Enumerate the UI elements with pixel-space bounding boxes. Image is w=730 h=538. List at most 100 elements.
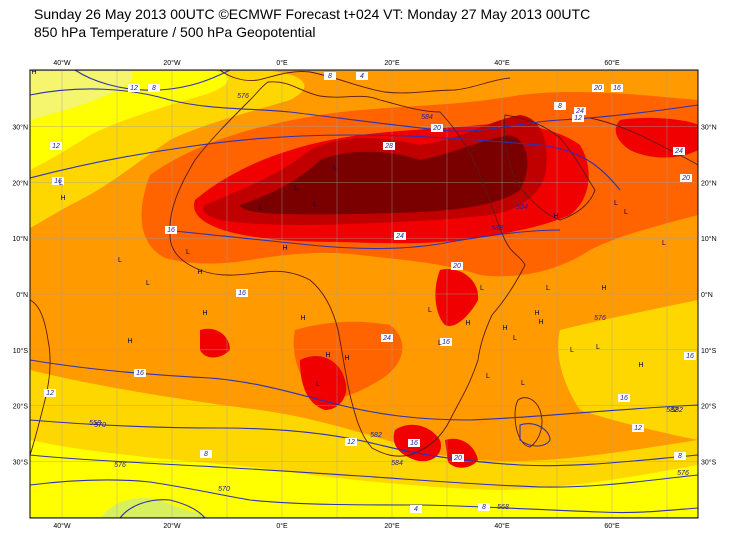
- geopotential-contour-labels: 5765845825845885825845765705685765705585…: [89, 93, 689, 511]
- geopotential-label: 584: [421, 114, 433, 121]
- temp-label-bg: [324, 72, 336, 80]
- temp-label-bg: [394, 232, 406, 240]
- geopotential-label: 588: [491, 225, 503, 232]
- lat-tick-label: 10°N: [701, 235, 717, 243]
- temp-label-bg: [674, 452, 686, 460]
- lon-tick-label: 40°E: [494, 59, 510, 67]
- temp-contour-label: 20: [681, 175, 690, 182]
- temp-label-bg: [632, 424, 644, 432]
- geopotential-contours: [30, 70, 698, 518]
- temp-label-bg: [478, 503, 490, 511]
- lat-tick-label: 20°N: [701, 179, 717, 187]
- latitude-ticks-left: 30°N 20°N 10°N 0°N 10°S 20°S 30°S: [12, 124, 28, 467]
- lat-tick-label: 30°N: [12, 124, 28, 132]
- madagascar-coastline: [514, 397, 543, 448]
- temp-label-bg: [408, 439, 420, 447]
- low-pressure-mark: L: [570, 347, 574, 354]
- temp-contour-label: 28: [384, 143, 393, 150]
- high-pressure-mark: H: [300, 315, 305, 322]
- geo-contour: [119, 499, 206, 518]
- temp-label-bg: [356, 72, 368, 80]
- temp-contour-label: 24: [382, 335, 391, 342]
- temp-contour-label: 8: [328, 73, 332, 80]
- low-pressure-mark: L: [513, 335, 517, 342]
- coastlines: [30, 70, 698, 457]
- temp-contour-label: 8: [152, 85, 156, 92]
- arabia-coastline: [503, 114, 596, 221]
- temp-contour-label: 16: [136, 370, 144, 377]
- geopotential-label: 576: [114, 462, 126, 469]
- lon-tick-label: 20°W: [163, 522, 181, 530]
- temp-label-bg: [574, 107, 586, 115]
- low-pressure-mark: L: [480, 285, 484, 292]
- temp-band-12-16-east: [558, 300, 698, 440]
- temp-contour-label: 20: [432, 125, 441, 132]
- low-pressure-mark: L: [316, 381, 320, 388]
- temperature-field: [30, 70, 698, 518]
- temp-contour-label: 12: [347, 439, 355, 446]
- lat-tick-label: 0°N: [701, 291, 713, 299]
- europe-coastline: [219, 70, 511, 94]
- africa-coastline: [169, 81, 526, 457]
- geo-contour: [164, 229, 561, 249]
- temp-contour-label: 8: [482, 504, 486, 511]
- temp-contour-label: 24: [395, 233, 404, 240]
- lon-tick-label: 20°W: [163, 59, 181, 67]
- temp-contour-label: 16: [620, 395, 628, 402]
- temp-label-bg: [673, 147, 685, 155]
- low-pressure-mark: L: [118, 257, 122, 264]
- low-pressure-mark: L: [546, 285, 550, 292]
- temp-band-8-12-south: [30, 440, 698, 518]
- temp-band-lt8-nw: [30, 70, 133, 120]
- geopotential-label: 570: [218, 486, 230, 493]
- temp-contour-label: 20: [593, 85, 602, 92]
- lat-tick-label: 10°S: [13, 347, 29, 355]
- geo-contour: [30, 419, 698, 467]
- high-pressure-mark: H: [465, 320, 470, 327]
- lon-tick-label: 40°W: [53, 522, 71, 530]
- high-pressure-mark: H: [60, 195, 65, 202]
- temp-contour-label: 4: [360, 73, 364, 80]
- lon-tick-label: 60°E: [604, 59, 620, 67]
- temp-contour-label: 8: [204, 451, 208, 458]
- temp-contour-label: 12: [130, 85, 138, 92]
- temp-label-bg: [236, 289, 248, 297]
- lon-tick-label: 40°E: [494, 522, 510, 530]
- temp-contour-label: 8: [558, 103, 562, 110]
- lon-tick-label: 60°E: [604, 522, 620, 530]
- geopotential-label: 576: [594, 315, 606, 322]
- geo-contour: [30, 454, 698, 488]
- temp-band-24-28-west: [200, 328, 230, 358]
- low-pressure-mark: L: [614, 200, 618, 207]
- high-pressure-mark: H: [127, 338, 132, 345]
- low-pressure-mark: L: [596, 344, 600, 351]
- temp-contour-label: 16: [167, 227, 175, 234]
- temp-band-gt32-core: [240, 135, 528, 215]
- low-pressure-mark: L: [146, 280, 150, 287]
- lat-tick-label: 20°S: [701, 403, 717, 411]
- temp-contour-label: 20: [453, 455, 462, 462]
- lat-tick-label: 10°S: [701, 347, 717, 355]
- graticule: [30, 70, 698, 518]
- geopotential-label: 582: [666, 407, 678, 414]
- temp-label-bg: [148, 84, 160, 92]
- temp-contour-label: 24: [674, 148, 683, 155]
- high-pressure-mark: H: [202, 310, 207, 317]
- high-pressure-mark: H: [538, 319, 543, 326]
- lat-tick-label: 10°N: [12, 235, 28, 243]
- lon-tick-label: 20°E: [384, 59, 400, 67]
- temp-label-bg: [572, 114, 584, 122]
- lat-tick-label: 30°N: [701, 124, 717, 132]
- temp-label-bg: [383, 142, 395, 150]
- temp-label-bg: [451, 262, 463, 270]
- lat-tick-label: 30°S: [701, 458, 717, 466]
- temp-label-bg: [452, 454, 464, 462]
- map-title: Sunday 26 May 2013 00UTC ©ECMWF Forecast…: [34, 6, 591, 22]
- lon-tick-label: 40°W: [53, 59, 71, 67]
- latitude-ticks-right: 30°N 20°N 10°N 0°N 10°S 20°S 30°S: [701, 124, 717, 467]
- temp-contour-label: 12: [52, 143, 60, 150]
- geopotential-label: 582: [671, 407, 683, 414]
- temp-label-bg: [345, 438, 357, 446]
- temp-label-bg: [381, 334, 393, 342]
